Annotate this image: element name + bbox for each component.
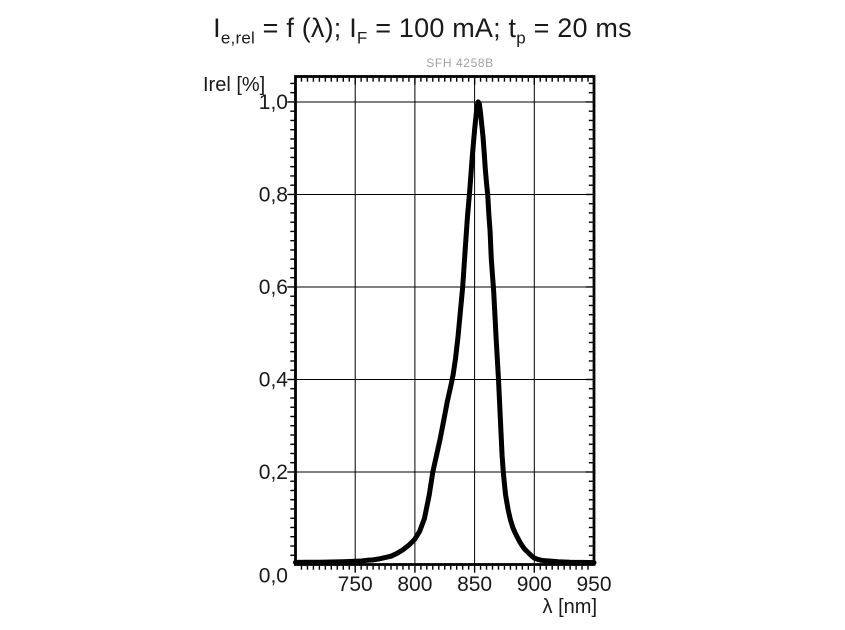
y-tick-label: 0,8 bbox=[259, 183, 288, 206]
x-tick-label: 800 bbox=[397, 573, 432, 596]
y-tick-label: 0,6 bbox=[259, 276, 288, 299]
x-tick-label: 850 bbox=[457, 573, 492, 596]
x-tick-label: 950 bbox=[576, 573, 611, 596]
x-tick-label: 750 bbox=[338, 573, 373, 596]
title-subscript: e,rel bbox=[220, 28, 255, 48]
y-tick-label: 0,0 bbox=[259, 565, 288, 588]
watermark-label: SFH 4258B bbox=[426, 56, 494, 70]
y-tick-label: 0,2 bbox=[259, 461, 288, 484]
y-tick-label: 0,4 bbox=[259, 368, 289, 391]
title-subscript: p bbox=[516, 28, 526, 48]
title-segment: = f (λ); I bbox=[254, 13, 357, 43]
x-tick-label: 900 bbox=[517, 573, 552, 596]
plot-frame bbox=[294, 75, 596, 566]
x-axis-tick-labels: 750 800 850 900 950 bbox=[338, 573, 612, 596]
title-subscript: F bbox=[356, 28, 368, 48]
title-segment: = 100 mA; t bbox=[367, 13, 517, 43]
y-axis-label: Irel [%] bbox=[203, 74, 266, 96]
y-axis-tick-labels: 0,0 0,2 0,4 0,6 0,8 1,0 bbox=[259, 91, 289, 588]
title-segment: = 20 ms bbox=[525, 13, 632, 43]
chart-title: Ie,rel = f (λ); IF = 100 mA; tp = 20 ms bbox=[0, 13, 845, 48]
y-tick-label: 1,0 bbox=[259, 91, 288, 114]
emission-curve bbox=[293, 99, 597, 566]
gridlines bbox=[295, 76, 594, 565]
title-segment: I bbox=[213, 13, 221, 43]
x-axis-label: λ [nm] bbox=[542, 596, 597, 618]
axis-ticks bbox=[287, 77, 593, 573]
